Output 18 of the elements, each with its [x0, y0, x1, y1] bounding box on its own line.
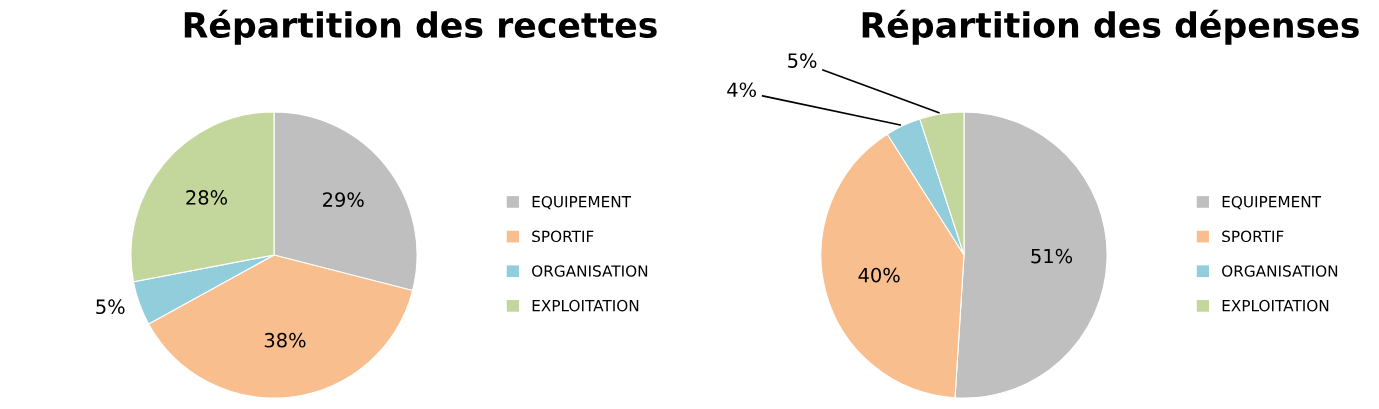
data-label: 4%: [727, 82, 757, 98]
data-label: 5%: [788, 53, 817, 68]
data-label: 29%: [323, 192, 364, 207]
data-label: 51%: [1031, 248, 1073, 264]
legend-label: EQUIPEMENT: [532, 195, 632, 210]
chart-title: Répartition des dépenses: [862, 9, 1359, 45]
data-label: 5%: [96, 299, 125, 315]
legend-label: ORGANISATION: [532, 265, 648, 277]
legend-label: SPORTIF: [532, 230, 594, 243]
legend-label: EQUIPEMENT: [1222, 195, 1322, 210]
legend-label: EXPLOITATION: [532, 299, 639, 312]
data-label: 28%: [186, 190, 228, 205]
chart-title: Répartition des recettes: [184, 9, 657, 45]
legend-label: ORGANISATION: [1222, 265, 1338, 277]
legend-label: SPORTIF: [1222, 230, 1284, 243]
legend-label: EXPLOITATION: [1222, 299, 1329, 312]
data-label: 40%: [858, 267, 900, 283]
data-label: 38%: [264, 332, 306, 348]
